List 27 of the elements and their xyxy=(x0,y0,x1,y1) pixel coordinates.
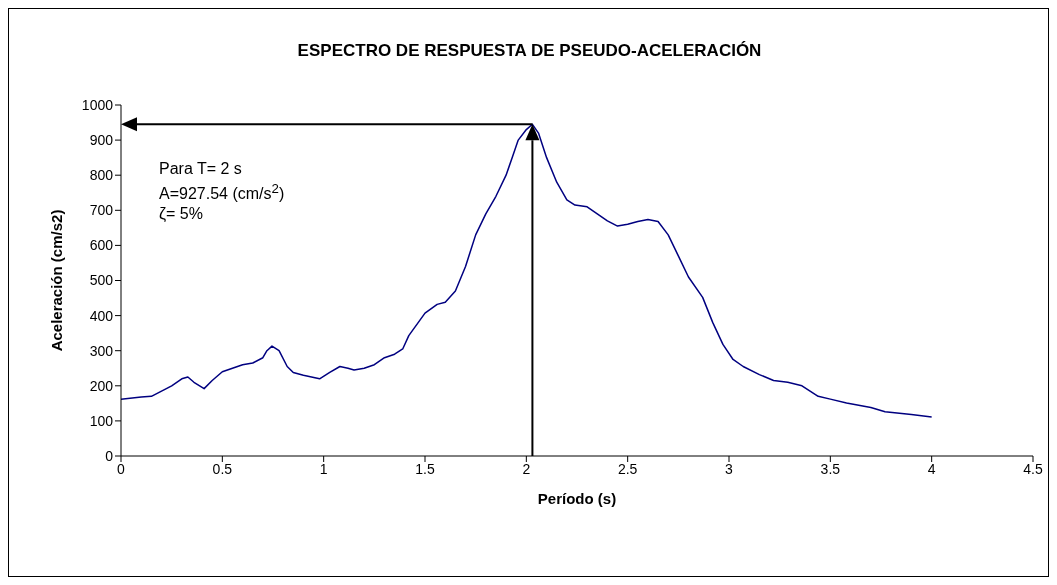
x-tick-label: 0 xyxy=(117,460,126,477)
x-tick-label: 3.5 xyxy=(820,460,841,477)
y-tick-label: 400 xyxy=(89,307,114,324)
annotation: Para T= 2 s xyxy=(159,159,243,179)
y-tick-label: 0 xyxy=(105,447,114,464)
y-tick-label: 300 xyxy=(89,342,114,359)
y-tick-label: 200 xyxy=(89,377,114,394)
y-tick-label: 900 xyxy=(89,132,114,149)
x-tick-label: 2.5 xyxy=(617,460,638,477)
y-tick-label: 100 xyxy=(89,412,114,429)
y-tick-label: 1000 xyxy=(81,96,114,113)
x-tick-label: 4.5 xyxy=(1023,460,1043,477)
y-tick-label: 800 xyxy=(89,167,114,184)
x-tick-label: 4 xyxy=(927,460,936,477)
annotation: A=927.54 (cm/s$^{2}$) xyxy=(159,180,285,205)
x-tick-label: 0.5 xyxy=(212,460,233,477)
y-tick-label: 600 xyxy=(89,237,114,254)
x-tick-label: 2 xyxy=(522,460,531,477)
x-tick-label: 1 xyxy=(319,460,328,477)
y-tick-label: 700 xyxy=(89,202,114,219)
annotation: ζ= 5% xyxy=(159,204,204,225)
x-tick-label: 1.5 xyxy=(415,460,435,477)
chart-title: ESPECTRO DE RESPUESTA DE PSEUDO-ACELERACIÓN xyxy=(296,41,763,61)
x-tick-label: 3 xyxy=(725,460,734,477)
y-axis-title: Aceleración (cm/s2) xyxy=(48,209,66,352)
y-tick-label: 500 xyxy=(89,272,114,289)
x-axis-title: Período (s) xyxy=(537,490,617,507)
